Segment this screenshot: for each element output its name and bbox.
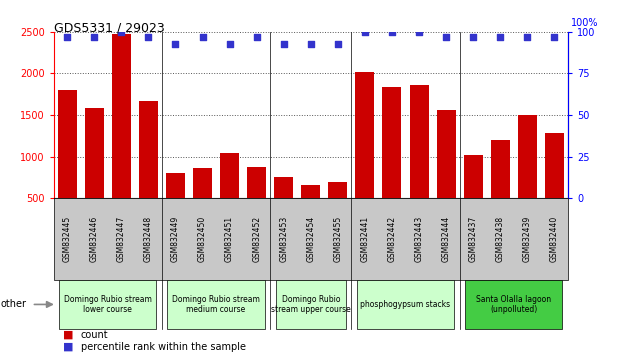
Text: GSM832452: GSM832452 [252,216,261,262]
Text: GSM832437: GSM832437 [469,216,478,262]
Bar [220,153,239,240]
Point [305,41,316,46]
Bar [410,85,428,240]
Bar [57,90,76,240]
Text: GSM832442: GSM832442 [387,216,396,262]
Text: GSM832446: GSM832446 [90,216,98,262]
Bar [355,72,374,240]
Point [252,34,262,40]
Text: Domingo Rubio
stream upper course: Domingo Rubio stream upper course [271,295,351,314]
Point [116,29,126,35]
Text: other: other [1,299,27,309]
Bar [301,185,321,240]
Point [143,34,153,40]
Text: GSM832448: GSM832448 [144,216,153,262]
Bar [112,34,131,240]
Bar [464,155,483,240]
Text: GSM832449: GSM832449 [171,216,180,262]
Text: GSM832440: GSM832440 [550,216,559,262]
Bar [139,101,158,240]
Text: percentile rank within the sample: percentile rank within the sample [81,342,245,352]
Point [495,34,505,40]
Text: Santa Olalla lagoon
(unpolluted): Santa Olalla lagoon (unpolluted) [476,295,551,314]
Point [387,29,397,35]
Bar [382,87,401,240]
Text: GSM832454: GSM832454 [306,216,316,262]
Point [441,34,451,40]
Text: 100%: 100% [571,18,599,28]
Text: GSM832445: GSM832445 [62,216,72,262]
Text: GSM832439: GSM832439 [523,216,532,262]
Text: GSM832447: GSM832447 [117,216,126,262]
Text: GSM832444: GSM832444 [442,216,451,262]
Bar [193,168,212,240]
Text: Domingo Rubio stream
medium course: Domingo Rubio stream medium course [172,295,260,314]
Bar [328,182,347,240]
Text: ■: ■ [63,342,74,352]
Point [333,41,343,46]
Point [522,34,533,40]
Bar [518,115,537,240]
Text: GSM832451: GSM832451 [225,216,234,262]
Bar [491,140,510,240]
Point [279,41,289,46]
Text: GSM832443: GSM832443 [415,216,423,262]
Text: GSM832455: GSM832455 [333,216,343,262]
Text: GSM832441: GSM832441 [360,216,369,262]
Bar [85,108,103,240]
Text: ■: ■ [63,330,74,339]
Point [414,29,424,35]
Point [198,34,208,40]
Bar [274,177,293,240]
Point [468,34,478,40]
Point [62,34,72,40]
Text: phosphogypsum stacks: phosphogypsum stacks [360,300,451,309]
Text: GSM832453: GSM832453 [279,216,288,262]
Text: Domingo Rubio stream
lower course: Domingo Rubio stream lower course [64,295,151,314]
Bar [545,132,564,240]
Point [550,34,560,40]
Text: GDS5331 / 29023: GDS5331 / 29023 [54,21,165,34]
Point [89,34,99,40]
Text: GSM832438: GSM832438 [496,216,505,262]
Text: GSM832450: GSM832450 [198,216,207,262]
Point [170,41,180,46]
Bar [437,110,456,240]
Bar [247,167,266,240]
Text: count: count [81,330,109,339]
Point [225,41,235,46]
Point [360,29,370,35]
Bar [166,173,185,240]
